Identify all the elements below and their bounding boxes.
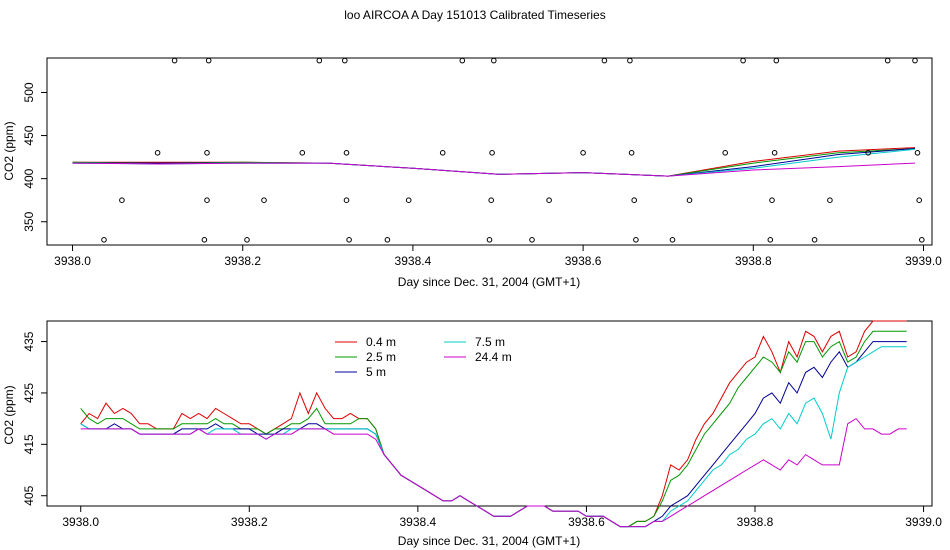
top-scatter-point <box>244 237 250 243</box>
top-x-axis: 3938.0 3938.2 3938.4 3938.6 3938.8 3939.0 <box>54 245 942 268</box>
top-scatter-point <box>722 150 729 156</box>
top-scatter-point <box>201 237 208 243</box>
bottom-x-tick-label: 3939.0 <box>905 515 942 529</box>
top-panel: 3938.0 3938.2 3938.4 3938.6 3938.8 3939.0 350… <box>2 57 942 289</box>
bottom-x-tick-label: 3938.2 <box>231 515 268 529</box>
legend-label: 5 m <box>366 365 386 379</box>
top-y-tick-label: 500 <box>22 82 36 102</box>
legend: 0.4 m2.5 m5 m 7.5 m24.4 m <box>335 335 512 379</box>
top-scatter-point <box>740 57 746 64</box>
top-scatter-point <box>627 57 633 64</box>
top-scatter-point <box>384 237 391 243</box>
bottom-y-tick-label: 435 <box>22 331 36 351</box>
top-x-tick-label: 3938.4 <box>395 254 432 268</box>
top-y-axis: 350 400 450 500 <box>22 82 47 232</box>
top-scatter-point <box>865 150 872 156</box>
bottom-series-line <box>80 417 907 528</box>
top-scatter-point <box>628 150 635 156</box>
top-scatter-point <box>486 237 493 243</box>
bottom-y-tick-label: 405 <box>22 485 36 505</box>
top-scatter-point <box>488 197 495 203</box>
top-series-line <box>72 162 916 177</box>
top-x-tick-label: 3938.6 <box>565 254 602 268</box>
top-x-tick-label: 3938.8 <box>735 254 772 268</box>
top-scatter-point <box>405 197 412 203</box>
bottom-x-tick-label: 3938.8 <box>737 515 774 529</box>
bottom-x-axis-label: Day since Dec. 31, 2004 (GMT+1) <box>398 534 580 548</box>
top-scatter-point <box>916 197 923 203</box>
top-scatter-point <box>546 197 552 203</box>
top-y-axis-label: CO2 (ppm) <box>2 121 16 180</box>
top-x-tick-label: 3938.2 <box>224 254 261 268</box>
top-scatter-point <box>686 197 693 203</box>
top-scatter-point <box>631 197 638 203</box>
bottom-x-tick-label: 3938.4 <box>400 515 437 529</box>
top-scatter-point <box>439 150 446 156</box>
top-scatter-point <box>299 150 306 156</box>
bottom-y-axis-label: CO2 (ppm) <box>2 385 16 444</box>
top-scatter-point <box>767 237 774 243</box>
top-scatter-point <box>101 237 107 243</box>
top-scatter-point <box>204 150 210 156</box>
top-scatter-point <box>884 57 891 64</box>
top-x-tick-label: 3939.0 <box>905 254 942 268</box>
top-scatter-point <box>343 150 350 156</box>
top-series-lines <box>72 147 916 177</box>
bottom-y-tick-label: 415 <box>22 434 36 454</box>
top-scatter-point <box>601 57 608 64</box>
top-scatter-point <box>261 197 267 203</box>
top-scatter-point <box>914 150 921 156</box>
bottom-y-axis: 405 415 425 435 <box>22 331 47 506</box>
legend-label: 7.5 m <box>475 335 505 349</box>
legend-label: 2.5 m <box>366 350 396 364</box>
top-scatter-point <box>343 197 350 203</box>
top-scatter-point <box>919 237 925 243</box>
bottom-series-line <box>80 341 907 528</box>
top-scatter-point <box>346 237 352 243</box>
top-scatter-point <box>580 150 586 156</box>
top-scatter-point <box>491 57 497 64</box>
top-scatter-point <box>204 197 210 203</box>
top-scatter-point <box>316 57 323 64</box>
top-x-axis-label: Day since Dec. 31, 2004 (GMT+1) <box>398 275 580 289</box>
top-scatter-point <box>489 150 495 156</box>
top-scatter-points <box>101 57 925 243</box>
top-scatter-point <box>119 197 125 203</box>
top-scatter-point <box>459 57 466 64</box>
legend-label: 24.4 m <box>475 350 512 364</box>
top-scatter-point <box>769 197 775 203</box>
bottom-y-tick-label: 425 <box>22 383 36 403</box>
top-x-tick-label: 3938.0 <box>54 254 91 268</box>
bottom-series-lines <box>80 320 907 528</box>
bottom-plot-frame <box>46 320 933 507</box>
top-scatter-point <box>633 237 639 243</box>
top-series-line <box>72 148 916 177</box>
bottom-x-tick-label: 3938.0 <box>62 515 99 529</box>
top-y-tick-label: 350 <box>22 211 36 231</box>
top-y-tick-label: 400 <box>22 168 36 188</box>
chart-title: loo AIRCOA A Day 151013 Calibrated Times… <box>344 8 605 22</box>
top-scatter-point <box>811 237 818 243</box>
top-y-tick-label: 450 <box>22 125 36 145</box>
bottom-panel: 3938.0 3938.2 3938.4 3938.6 3938.8 3939.0 405… <box>2 320 942 548</box>
top-scatter-point <box>773 57 780 64</box>
top-scatter-point <box>205 57 212 64</box>
top-scatter-point <box>912 57 918 64</box>
top-scatter-point <box>771 150 778 156</box>
bottom-x-tick-label: 3938.6 <box>568 515 605 529</box>
top-plot-frame <box>46 57 933 246</box>
top-scatter-point <box>154 150 161 156</box>
bottom-x-axis: 3938.0 3938.2 3938.4 3938.6 3938.8 3939.0 <box>62 506 942 529</box>
top-scatter-point <box>171 57 178 64</box>
top-scatter-point <box>827 197 833 203</box>
top-scatter-point <box>342 57 348 64</box>
bottom-series-line <box>80 346 907 528</box>
top-scatter-point <box>669 237 676 243</box>
legend-label: 0.4 m <box>366 335 396 349</box>
top-scatter-point <box>529 237 535 243</box>
